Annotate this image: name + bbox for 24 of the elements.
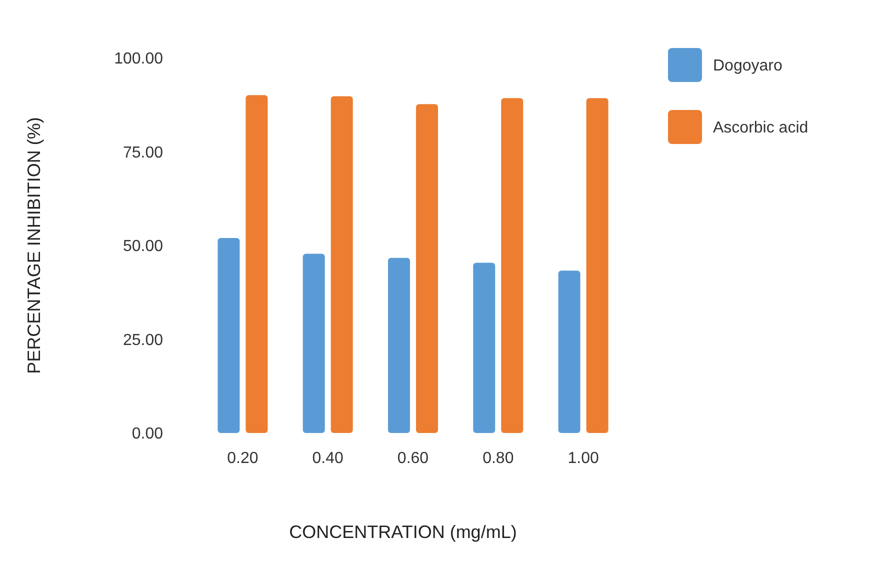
x-tick-label: 1.00 bbox=[568, 450, 599, 467]
x-tick-label: 0.80 bbox=[482, 450, 514, 467]
bar bbox=[586, 98, 608, 433]
x-axis-title: CONCENTRATION (mg/mL) bbox=[289, 522, 517, 542]
x-tick-label: 0.40 bbox=[312, 450, 344, 467]
bar bbox=[218, 238, 240, 433]
y-tick-label: 0.00 bbox=[132, 426, 164, 443]
y-tick-label: 75.00 bbox=[122, 144, 164, 162]
x-tick-label: 0.20 bbox=[227, 450, 258, 467]
bar bbox=[473, 262, 496, 433]
x-tick-label: 0.60 bbox=[397, 450, 429, 467]
y-axis-title: PERCENTAGE INHIBITION (%) bbox=[24, 117, 44, 374]
legend-label: Dogoyaro bbox=[713, 58, 782, 75]
bar bbox=[246, 95, 268, 433]
y-tick-label: 100.00 bbox=[114, 50, 164, 68]
bar bbox=[501, 98, 524, 433]
bar bbox=[558, 270, 580, 433]
bar bbox=[330, 96, 353, 433]
bar bbox=[388, 258, 410, 433]
bar bbox=[416, 104, 438, 433]
y-tick-label: 25.00 bbox=[122, 332, 164, 349]
bar bbox=[302, 254, 325, 433]
y-tick-label: 50.00 bbox=[122, 238, 164, 256]
legend-label: Ascorbic acid bbox=[713, 120, 808, 137]
